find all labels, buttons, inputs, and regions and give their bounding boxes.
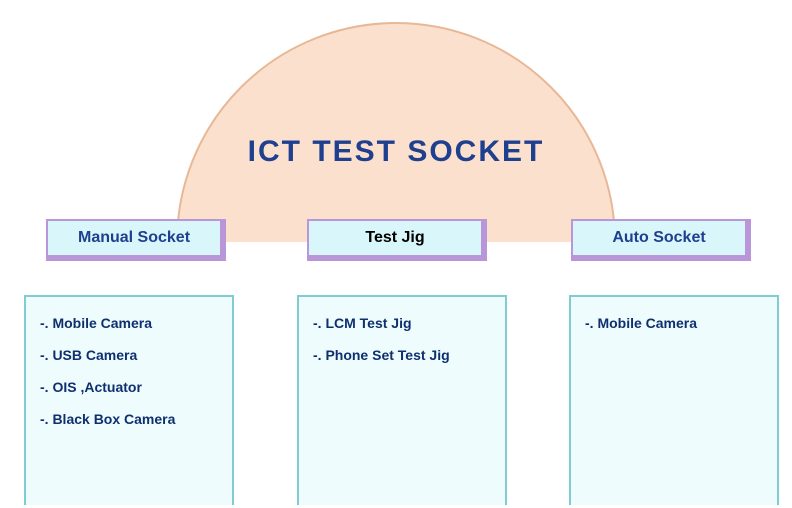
list-item: -. Black Box Camera (40, 411, 218, 427)
category-box-test-jig: Test Jig (307, 219, 487, 261)
content-box-auto-socket: -. Mobile Camera (569, 295, 779, 505)
content-box-manual-socket: -. Mobile Camera -. USB Camera -. OIS ,A… (24, 295, 234, 505)
category-box-manual-socket: Manual Socket (46, 219, 226, 261)
list-item: -. LCM Test Jig (313, 315, 491, 331)
list-item: -. OIS ,Actuator (40, 379, 218, 395)
list-item: -. Phone Set Test Jig (313, 347, 491, 363)
category-label: Auto Socket (612, 229, 705, 247)
category-label: Manual Socket (78, 229, 190, 247)
content-box-test-jig: -. LCM Test Jig -. Phone Set Test Jig (297, 295, 507, 505)
list-item: -. Mobile Camera (40, 315, 218, 331)
list-item: -. Mobile Camera (585, 315, 763, 331)
list-item: -. USB Camera (40, 347, 218, 363)
category-box-auto-socket: Auto Socket (571, 219, 751, 261)
main-title: ICT TEST SOCKET (248, 135, 545, 169)
category-label: Test Jig (365, 229, 424, 247)
